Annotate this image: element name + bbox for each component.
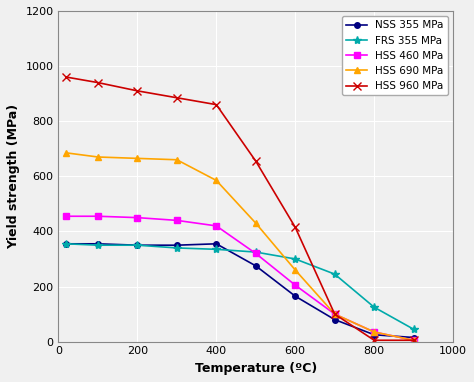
Line: HSS 690 MPa: HSS 690 MPa	[63, 149, 417, 344]
NSS 355 MPa	[174, 243, 180, 248]
NSS 355 MPa	[253, 264, 259, 268]
FRS 355 MPa	[135, 243, 140, 248]
HSS 960 MPa	[253, 159, 259, 163]
HSS 690 MPa	[135, 156, 140, 161]
Line: HSS 960 MPa: HSS 960 MPa	[62, 73, 418, 345]
HSS 690 MPa	[332, 312, 337, 316]
HSS 460 MPa	[371, 330, 377, 334]
HSS 960 MPa	[64, 75, 69, 79]
HSS 460 MPa	[292, 283, 298, 287]
NSS 355 MPa	[411, 335, 417, 340]
NSS 355 MPa	[135, 243, 140, 248]
NSS 355 MPa	[64, 241, 69, 246]
HSS 960 MPa	[292, 225, 298, 230]
HSS 460 MPa	[174, 218, 180, 223]
HSS 690 MPa	[174, 157, 180, 162]
NSS 355 MPa	[371, 332, 377, 337]
HSS 690 MPa	[64, 151, 69, 155]
HSS 690 MPa	[411, 338, 417, 343]
FRS 355 MPa	[174, 246, 180, 250]
HSS 460 MPa	[135, 215, 140, 220]
FRS 355 MPa	[371, 305, 377, 309]
HSS 960 MPa	[332, 312, 337, 316]
HSS 460 MPa	[64, 214, 69, 219]
NSS 355 MPa	[292, 294, 298, 298]
NSS 355 MPa	[332, 317, 337, 322]
HSS 960 MPa	[371, 338, 377, 343]
FRS 355 MPa	[292, 257, 298, 261]
HSS 460 MPa	[253, 251, 259, 256]
FRS 355 MPa	[253, 250, 259, 254]
Line: NSS 355 MPa: NSS 355 MPa	[64, 241, 416, 340]
HSS 690 MPa	[253, 221, 259, 225]
Line: FRS 355 MPa: FRS 355 MPa	[62, 240, 418, 333]
HSS 690 MPa	[292, 268, 298, 272]
HSS 460 MPa	[411, 338, 417, 343]
X-axis label: Temperature (ºC): Temperature (ºC)	[195, 362, 317, 375]
NSS 355 MPa	[95, 241, 101, 246]
HSS 960 MPa	[213, 102, 219, 107]
FRS 355 MPa	[332, 272, 337, 277]
FRS 355 MPa	[95, 243, 101, 248]
Line: HSS 460 MPa: HSS 460 MPa	[64, 214, 416, 343]
FRS 355 MPa	[213, 247, 219, 252]
HSS 460 MPa	[95, 214, 101, 219]
HSS 690 MPa	[95, 155, 101, 159]
HSS 690 MPa	[371, 330, 377, 334]
FRS 355 MPa	[64, 241, 69, 246]
HSS 960 MPa	[174, 96, 180, 100]
HSS 460 MPa	[213, 223, 219, 228]
HSS 690 MPa	[213, 178, 219, 183]
HSS 960 MPa	[411, 338, 417, 343]
Legend: NSS 355 MPa, FRS 355 MPa, HSS 460 MPa, HSS 690 MPa, HSS 960 MPa: NSS 355 MPa, FRS 355 MPa, HSS 460 MPa, H…	[342, 16, 448, 96]
Y-axis label: Yield strength (MPa): Yield strength (MPa)	[7, 104, 20, 249]
NSS 355 MPa	[213, 241, 219, 246]
HSS 460 MPa	[332, 312, 337, 316]
HSS 960 MPa	[95, 80, 101, 85]
HSS 960 MPa	[135, 89, 140, 93]
FRS 355 MPa	[411, 327, 417, 332]
